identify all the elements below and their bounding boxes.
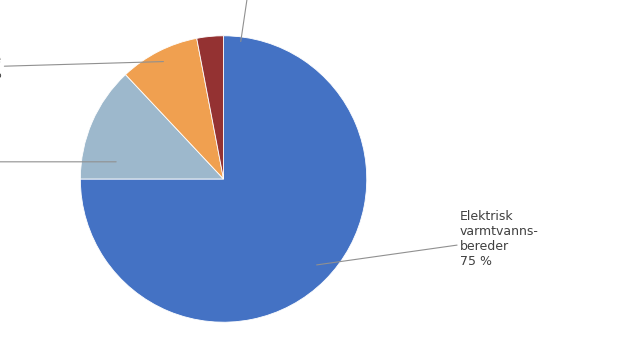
Wedge shape — [125, 38, 224, 179]
Text: Elektrisk
varmtvanns-
bereder
75 %: Elektrisk varmtvanns- bereder 75 % — [317, 210, 538, 268]
Text: Fjernvarme
9 %: Fjernvarme 9 % — [0, 53, 163, 81]
Wedge shape — [80, 36, 367, 322]
Wedge shape — [197, 36, 224, 179]
Text: Felles anlegg med
flere bygninger
3 %: Felles anlegg med flere bygninger 3 % — [195, 0, 309, 42]
Wedge shape — [80, 74, 224, 179]
Text: Sentralvarme-
anlegg
13 %: Sentralvarme- anlegg 13 % — [0, 140, 116, 183]
